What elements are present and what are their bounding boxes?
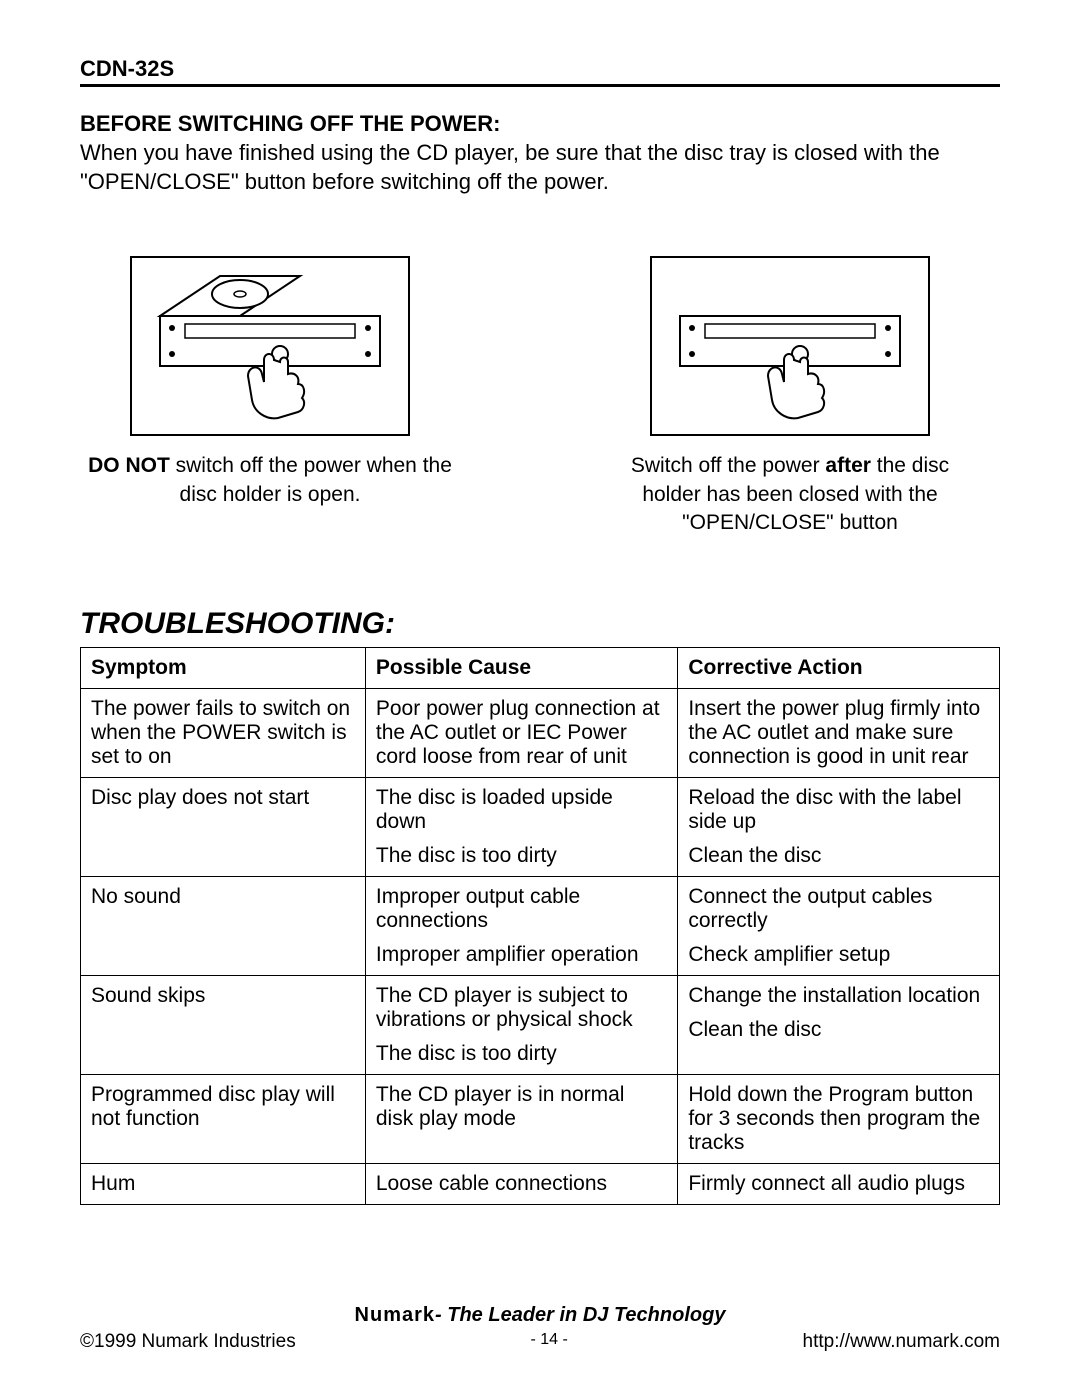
- cell-text: Disc play does not start: [91, 786, 355, 810]
- troubleshooting-title: TROUBLESHOOTING:: [80, 607, 1000, 641]
- section-heading-before-power: BEFORE SWITCHING OFF THE POWER:: [80, 111, 1000, 137]
- cell-text: Connect the output cables correctly: [688, 885, 989, 933]
- caption-right-bold: after: [825, 454, 871, 477]
- figure-left: DO NOT switch off the power when the dis…: [80, 256, 460, 537]
- cell-text: The power fails to switch on when the PO…: [91, 697, 355, 769]
- figure-left-caption: DO NOT switch off the power when the dis…: [80, 452, 460, 509]
- footer-url: http://www.numark.com: [803, 1331, 1000, 1353]
- col-header-action: Corrective Action: [678, 648, 1000, 689]
- figure-right: Switch off the power after the disc hold…: [600, 256, 980, 537]
- cell-text: Change the installation location: [688, 984, 989, 1008]
- cell-text: Loose cable connections: [376, 1172, 667, 1196]
- table-cell-cause: Loose cable connections: [365, 1164, 677, 1205]
- cell-text: Firmly connect all audio plugs: [688, 1172, 989, 1196]
- table-cell-symptom: Disc play does not start: [81, 778, 366, 877]
- table-cell-cause: The disc is loaded upside down The disc i…: [365, 778, 677, 877]
- table-row: The power fails to switch on when the PO…: [81, 689, 1000, 778]
- cell-text: The CD player is in normal disk play mod…: [376, 1083, 667, 1131]
- page-footer: Numark- The Leader in DJ Technology ©199…: [80, 1304, 1000, 1353]
- cell-text: Poor power plug connection at the AC out…: [376, 697, 667, 769]
- cell-text: No sound: [91, 885, 355, 909]
- caption-left-rest: switch off the power when the disc holde…: [170, 454, 452, 505]
- table-cell-cause: Improper output cable connections Imprope…: [365, 877, 677, 976]
- figure-right-caption: Switch off the power after the disc hold…: [600, 452, 980, 537]
- table-cell-symptom: Sound skips: [81, 976, 366, 1075]
- table-cell-symptom: No sound: [81, 877, 366, 976]
- cell-text: Clean the disc: [688, 844, 989, 868]
- figures-row: DO NOT switch off the power when the dis…: [80, 256, 1000, 537]
- table-row: Programmed disc play will not function Th…: [81, 1075, 1000, 1164]
- caption-left-bold: DO NOT: [88, 454, 170, 477]
- cell-text: Hum: [91, 1172, 355, 1196]
- cell-text: Improper amplifier operation: [376, 943, 667, 967]
- footer-page-number: - 14 -: [296, 1331, 803, 1353]
- model-number: CDN-32S: [80, 56, 1000, 87]
- col-header-cause: Possible Cause: [365, 648, 677, 689]
- table-cell-action: Connect the output cables correctly Check…: [678, 877, 1000, 976]
- section-body-before-power: When you have finished using the CD play…: [80, 139, 1000, 196]
- table-cell-action: Insert the power plug firmly into the AC…: [678, 689, 1000, 778]
- table-cell-symptom: Programmed disc play will not function: [81, 1075, 366, 1164]
- manual-page: CDN-32S BEFORE SWITCHING OFF THE POWER: …: [0, 0, 1080, 1397]
- footer-brand: Numark: [355, 1304, 435, 1326]
- cell-text: Sound skips: [91, 984, 355, 1008]
- table-cell-cause: The CD player is subject to vibrations o…: [365, 976, 677, 1075]
- cell-text: Insert the power plug firmly into the AC…: [688, 697, 989, 769]
- table-cell-action: Reload the disc with the label side up Cl…: [678, 778, 1000, 877]
- table-cell-symptom: The power fails to switch on when the PO…: [81, 689, 366, 778]
- caption-right-pre: Switch off the power: [631, 454, 826, 477]
- cell-text: The disc is too dirty: [376, 1042, 667, 1066]
- table-cell-action: Hold down the Program button for 3 secon…: [678, 1075, 1000, 1164]
- table-cell-cause: Poor power plug connection at the AC out…: [365, 689, 677, 778]
- cell-text: Reload the disc with the label side up: [688, 786, 989, 834]
- table-row: No sound Improper output cable connection…: [81, 877, 1000, 976]
- cell-text: Clean the disc: [688, 1018, 989, 1042]
- cell-text: The CD player is subject to vibrations o…: [376, 984, 667, 1032]
- table-header-row: Symptom Possible Cause Corrective Action: [81, 648, 1000, 689]
- table-row: Sound skips The CD player is subject to v…: [81, 976, 1000, 1075]
- cell-text: The disc is loaded upside down: [376, 786, 667, 834]
- footer-slogan: - The Leader in DJ Technology: [435, 1304, 725, 1326]
- figure-left-illustration: [130, 256, 410, 436]
- cell-text: Check amplifier setup: [688, 943, 989, 967]
- figure-right-illustration: [650, 256, 930, 436]
- footer-tagline: Numark- The Leader in DJ Technology: [80, 1304, 1000, 1327]
- table-cell-action: Firmly connect all audio plugs: [678, 1164, 1000, 1205]
- troubleshooting-table: Symptom Possible Cause Corrective Action…: [80, 647, 1000, 1205]
- table-cell-cause: The CD player is in normal disk play mod…: [365, 1075, 677, 1164]
- cell-text: Improper output cable connections: [376, 885, 667, 933]
- table-cell-action: Change the installation location Clean th…: [678, 976, 1000, 1075]
- table-row: Hum Loose cable connections Firmly connect…: [81, 1164, 1000, 1205]
- cell-text: Hold down the Program button for 3 secon…: [688, 1083, 989, 1155]
- table-cell-symptom: Hum: [81, 1164, 366, 1205]
- footer-copyright: ©1999 Numark Industries: [80, 1331, 296, 1353]
- col-header-symptom: Symptom: [81, 648, 366, 689]
- table-row: Disc play does not start The disc is load…: [81, 778, 1000, 877]
- cell-text: The disc is too dirty: [376, 844, 667, 868]
- cell-text: Programmed disc play will not function: [91, 1083, 355, 1131]
